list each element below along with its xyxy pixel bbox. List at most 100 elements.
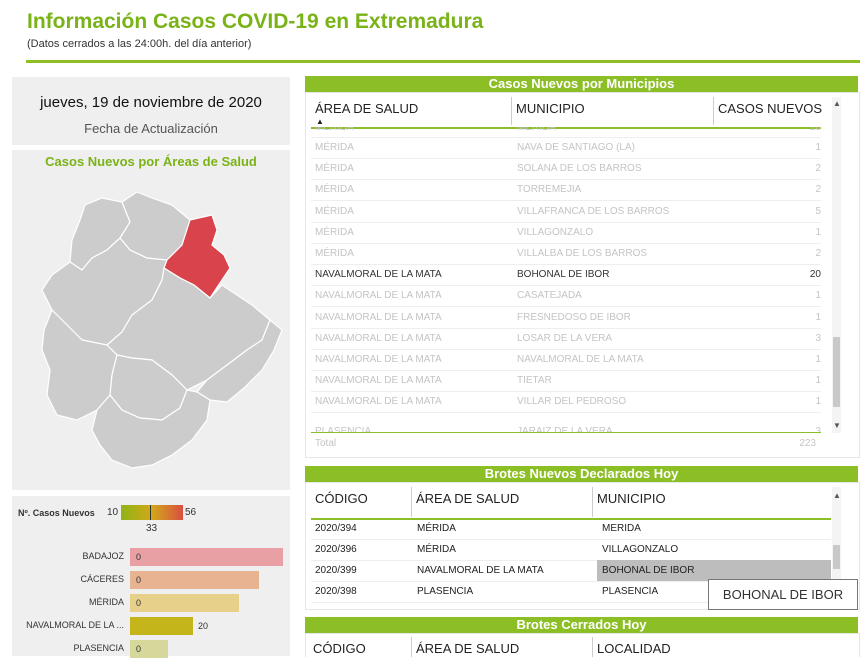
update-date: jueves, 19 de noviembre de 2020 bbox=[40, 94, 262, 111]
bar-value-label: 0 bbox=[136, 598, 142, 608]
bar-value-label: 0 bbox=[136, 644, 142, 654]
table-row[interactable]: NAVALMORAL DE LA MATA VILLAR DEL PEDROSO 1 bbox=[311, 391, 821, 414]
table-row[interactable]: NAVALMORAL DE LA MATA TIETAR 1 bbox=[311, 370, 821, 393]
bar-category-label: MÉRIDA bbox=[88, 597, 124, 607]
cell-municipio: VILLAFRANCA DE LOS BARROS bbox=[517, 205, 670, 217]
table-row[interactable]: NAVALMORAL DE LA MATA CASATEJADA 1 bbox=[311, 285, 821, 308]
cell-casos: 2 bbox=[815, 184, 821, 196]
bar-chart-panel: Nº. Casos Nuevos 10 56 33 BADAJOZ 0 CÁCERE… bbox=[12, 496, 290, 658]
table-row[interactable]: NAVALMORAL DE LA MATA LOSAR DE LA VERA 3 bbox=[311, 328, 821, 350]
total-label: Total bbox=[315, 438, 337, 449]
bar[interactable] bbox=[130, 571, 259, 589]
table-row[interactable]: MÉRIDA VILLAGONZALO 1 bbox=[311, 222, 821, 244]
col-header-municipio[interactable]: MUNICIPIO bbox=[597, 491, 666, 506]
table-row[interactable]: 2020/394 MÉRIDA MERIDA bbox=[311, 518, 831, 540]
cell-area: MÉRIDA bbox=[315, 226, 354, 238]
bar[interactable] bbox=[130, 594, 239, 612]
col-header-localidad[interactable]: LOCALIDAD bbox=[597, 641, 671, 656]
bar[interactable] bbox=[130, 640, 168, 658]
cell-casos: 1 bbox=[815, 311, 821, 323]
bar-category-label: PLASENCIA bbox=[73, 643, 124, 653]
col-header-codigo[interactable]: CÓDIGO bbox=[315, 491, 368, 506]
cell-area: NAVALMORAL DE LA MATA bbox=[417, 565, 544, 576]
cell-casos: 1 bbox=[815, 142, 821, 153]
cell-casos: 3 bbox=[815, 426, 821, 433]
casos-nuevos-table: ÁREA DE SALUD ▲ MUNICIPIO CASOS NUEVOS M… bbox=[305, 92, 860, 458]
cell-tooltip: BOHONAL DE IBOR bbox=[708, 579, 858, 610]
scroll-up-icon[interactable]: ▲ bbox=[833, 491, 841, 500]
table-row[interactable]: MÉRIDA VILLALBA DE LOS BARROS 2 bbox=[311, 243, 821, 265]
col-header-casos[interactable]: CASOS NUEVOS bbox=[718, 101, 823, 116]
cell-area: NAVALMORAL DE LA MATA bbox=[315, 311, 442, 323]
cell-municipio: BOHONAL DE IBOR bbox=[597, 560, 831, 581]
cell-area: PLASENCIA bbox=[417, 586, 474, 597]
col-header-codigo[interactable]: CÓDIGO bbox=[313, 641, 366, 656]
table-row[interactable]: NAVALMORAL DE LA MATA FRESNEDOSO DE IBOR 1 bbox=[311, 307, 821, 329]
cell-area: PLASENCIA bbox=[315, 426, 372, 433]
cell-municipio: NAVA DE SANTIAGO (LA) bbox=[517, 142, 635, 153]
cell-area: MÉRIDA bbox=[315, 184, 354, 196]
cell-area: NAVALMORAL DE LA MATA bbox=[315, 396, 442, 408]
table-row-partial[interactable]: MÉRIDA MÉRIDA 10 bbox=[311, 127, 821, 138]
table-row[interactable]: MÉRIDA TORREMEJIA 2 bbox=[311, 179, 821, 202]
table-row[interactable]: 2020/398 PLASENCIA PLASENCIA bbox=[311, 581, 831, 603]
table-row[interactable]: NAVALMORAL DE LA MATA NAVALMORAL DE LA MA… bbox=[311, 349, 821, 371]
date-card: jueves, 19 de noviembre de 2020 Fecha de… bbox=[12, 77, 290, 145]
bar[interactable] bbox=[130, 617, 193, 635]
cell-area: MÉRIDA bbox=[417, 544, 456, 555]
scroll-down-icon[interactable]: ▼ bbox=[833, 421, 841, 430]
cell-casos: 3 bbox=[815, 332, 821, 344]
legend-mid: 33 bbox=[146, 523, 158, 534]
scroll-up-icon[interactable]: ▲ bbox=[833, 99, 841, 108]
table-row[interactable]: NAVALMORAL DE LA MATA BOHONAL DE IBOR 20 bbox=[311, 264, 821, 287]
cell-casos: 20 bbox=[809, 269, 821, 281]
table-row[interactable]: MÉRIDA SOLANA DE LOS BARROS 2 bbox=[311, 158, 821, 181]
total-value: 223 bbox=[799, 438, 816, 449]
bar-category-label: CÁCERES bbox=[80, 574, 124, 584]
column-separator bbox=[511, 97, 512, 125]
cell-municipio: VILLAR DEL PEDROSO bbox=[517, 396, 627, 408]
map-region-llerena[interactable] bbox=[91, 389, 211, 469]
cell-municipio: MÉRIDA bbox=[517, 127, 556, 133]
cell-casos: 5 bbox=[815, 205, 821, 217]
legend-label: Nº. Casos Nuevos bbox=[18, 508, 95, 518]
scrollbar-thumb[interactable] bbox=[833, 545, 840, 569]
cell-municipio: SOLANA DE LOS BARROS bbox=[517, 163, 642, 175]
bar[interactable] bbox=[130, 548, 283, 566]
column-separator bbox=[411, 637, 412, 657]
cell-area: MÉRIDA bbox=[315, 142, 354, 153]
table-row[interactable]: MÉRIDA VILLAFRANCA DE LOS BARROS 5 bbox=[311, 201, 821, 223]
cell-municipio: NAVALMORAL DE LA MATA bbox=[517, 354, 644, 365]
scrollbar-thumb[interactable] bbox=[833, 337, 840, 407]
cell-municipio: PLASENCIA bbox=[602, 586, 659, 597]
column-separator bbox=[592, 487, 593, 517]
map-region-navalmoral[interactable] bbox=[163, 214, 231, 299]
extremadura-map bbox=[41, 191, 283, 469]
cell-area: NAVALMORAL DE LA MATA bbox=[315, 354, 442, 365]
vertical-scrollbar[interactable]: ▲ ▼ bbox=[832, 97, 841, 433]
table-row[interactable]: 2020/399 NAVALMORAL DE LA MATA BOHONAL DE … bbox=[311, 560, 831, 582]
cell-municipio: CASATEJADA bbox=[517, 290, 582, 302]
column-separator bbox=[713, 97, 714, 125]
col-header-area[interactable]: ÁREA DE SALUD bbox=[416, 491, 520, 506]
header-underline bbox=[311, 127, 821, 129]
cell-codigo: 2020/399 bbox=[315, 565, 357, 576]
legend-midpoint-marker bbox=[150, 505, 151, 520]
vertical-scrollbar[interactable]: ▲ bbox=[832, 487, 841, 605]
col-header-area[interactable]: ÁREA DE SALUD bbox=[416, 641, 520, 656]
col-header-municipio[interactable]: MUNICIPIO bbox=[516, 101, 585, 116]
table-row[interactable]: 2020/396 MÉRIDA VILLAGONZALO bbox=[311, 539, 831, 561]
cell-casos: 10 bbox=[809, 127, 821, 133]
cell-municipio: TORREMEJIA bbox=[517, 184, 582, 196]
cell-area: MÉRIDA bbox=[315, 205, 354, 217]
cell-municipio: JARAIZ DE LA VERA bbox=[517, 426, 613, 433]
table-row[interactable]: MÉRIDA NAVA DE SANTIAGO (LA) 1 bbox=[311, 137, 821, 159]
cell-casos: 1 bbox=[815, 396, 821, 408]
sort-ascending-icon[interactable]: ▲ bbox=[316, 117, 324, 126]
cell-municipio: LOSAR DE LA VERA bbox=[517, 332, 613, 344]
header-divider bbox=[26, 60, 860, 63]
bar-value-label: 20 bbox=[198, 621, 209, 631]
brotes-cerrados-title: Brotes Cerrados Hoy bbox=[305, 617, 858, 633]
col-header-area[interactable]: ÁREA DE SALUD bbox=[315, 101, 419, 116]
cell-casos: 2 bbox=[815, 248, 821, 259]
